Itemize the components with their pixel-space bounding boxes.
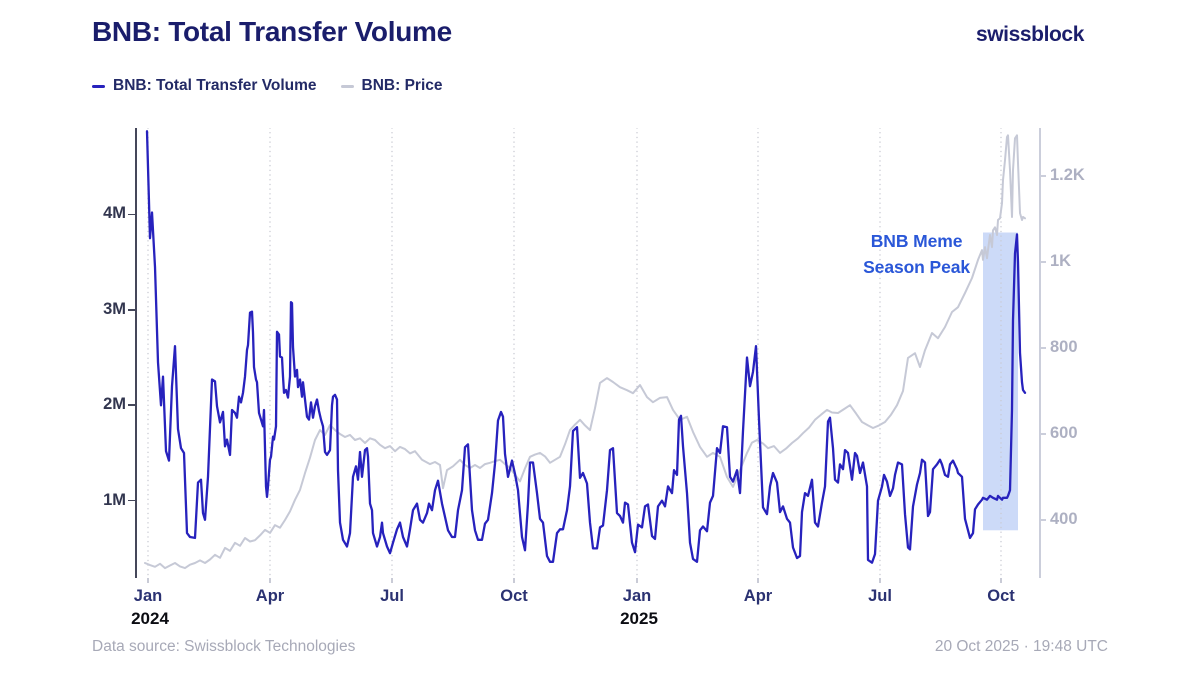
y-left-tick — [128, 309, 135, 311]
y-right-label-600: 600 — [1050, 424, 1078, 443]
swissblock-logo: swissblock — [975, 23, 1084, 46]
x-label-Oct: Oct — [987, 587, 1015, 605]
x-label-Jan: Jan — [622, 587, 652, 605]
y-left-tick — [128, 213, 135, 216]
x-label-Jul: Jul — [380, 587, 404, 605]
y-right-tick — [1039, 519, 1046, 521]
y-right-label-1.2K: 1.2K — [1050, 166, 1085, 185]
y-left-label-2M: 2M — [103, 395, 126, 414]
x-year-2024: 2024 — [131, 609, 169, 628]
annotation-line-2: Season Peak — [863, 256, 970, 277]
legend-label-transfer-volume: BNB: Total Transfer Volume — [113, 77, 317, 94]
y-right-tick — [1039, 347, 1046, 349]
x-tick-Jul — [879, 578, 881, 583]
legend-item-price[interactable]: BNB: Price — [340, 77, 443, 95]
y-right-tick — [1039, 433, 1046, 435]
y-right-label-800: 800 — [1050, 338, 1078, 357]
right-axis-line — [1039, 128, 1041, 578]
data-source-note: Data source: Swissblock Technologies — [92, 638, 356, 655]
x-tick-Jan — [147, 578, 149, 583]
y-right-label-1K: 1K — [1050, 252, 1072, 271]
y-right-label-400: 400 — [1050, 509, 1078, 528]
price-line — [144, 134, 1026, 570]
x-label-Oct: Oct — [500, 587, 528, 605]
price-series-swatch-icon — [340, 84, 354, 88]
x-label-Apr: Apr — [255, 587, 285, 605]
plot-area: BNB Meme Season Peak — [135, 128, 1039, 578]
meme-season-annotation: BNB Meme Season Peak — [863, 229, 970, 280]
x-label-Jul: Jul — [868, 587, 892, 605]
left-axis-line — [135, 128, 137, 578]
x-tick-Jan — [636, 578, 638, 583]
legend-label-price: BNB: Price — [361, 77, 443, 94]
legend-item-transfer-volume[interactable]: BNB: Total Transfer Volume — [92, 77, 317, 95]
y-right-tick — [1039, 175, 1046, 177]
x-tick-Apr — [757, 578, 759, 583]
timestamp: 20 Oct 2025 · 19:48 UTC — [934, 638, 1108, 655]
x-tick-Apr — [269, 578, 271, 583]
x-tick-Oct — [513, 578, 515, 583]
legend: BNB: Total Transfer Volume BNB: Price — [92, 77, 443, 95]
y-right-tick — [1039, 261, 1046, 263]
y-left-tick — [128, 499, 135, 502]
y-left-label-1M: 1M — [103, 490, 126, 509]
chart-canvas — [144, 128, 1027, 578]
volume-line — [145, 130, 1027, 564]
volume-series-swatch-icon — [92, 84, 105, 88]
x-tick-Jul — [391, 578, 393, 583]
y-left-tick — [128, 404, 135, 407]
x-label-Apr: Apr — [743, 587, 773, 605]
y-left-label-4M: 4M — [103, 204, 126, 223]
y-left-label-3M: 3M — [103, 299, 126, 318]
x-tick-Oct — [1000, 578, 1002, 583]
page-title: BNB: Total Transfer Volume — [92, 16, 452, 47]
x-year-2025: 2025 — [620, 609, 658, 628]
x-label-Jan: Jan — [133, 587, 163, 605]
annotation-line-1: BNB Meme — [870, 231, 963, 251]
